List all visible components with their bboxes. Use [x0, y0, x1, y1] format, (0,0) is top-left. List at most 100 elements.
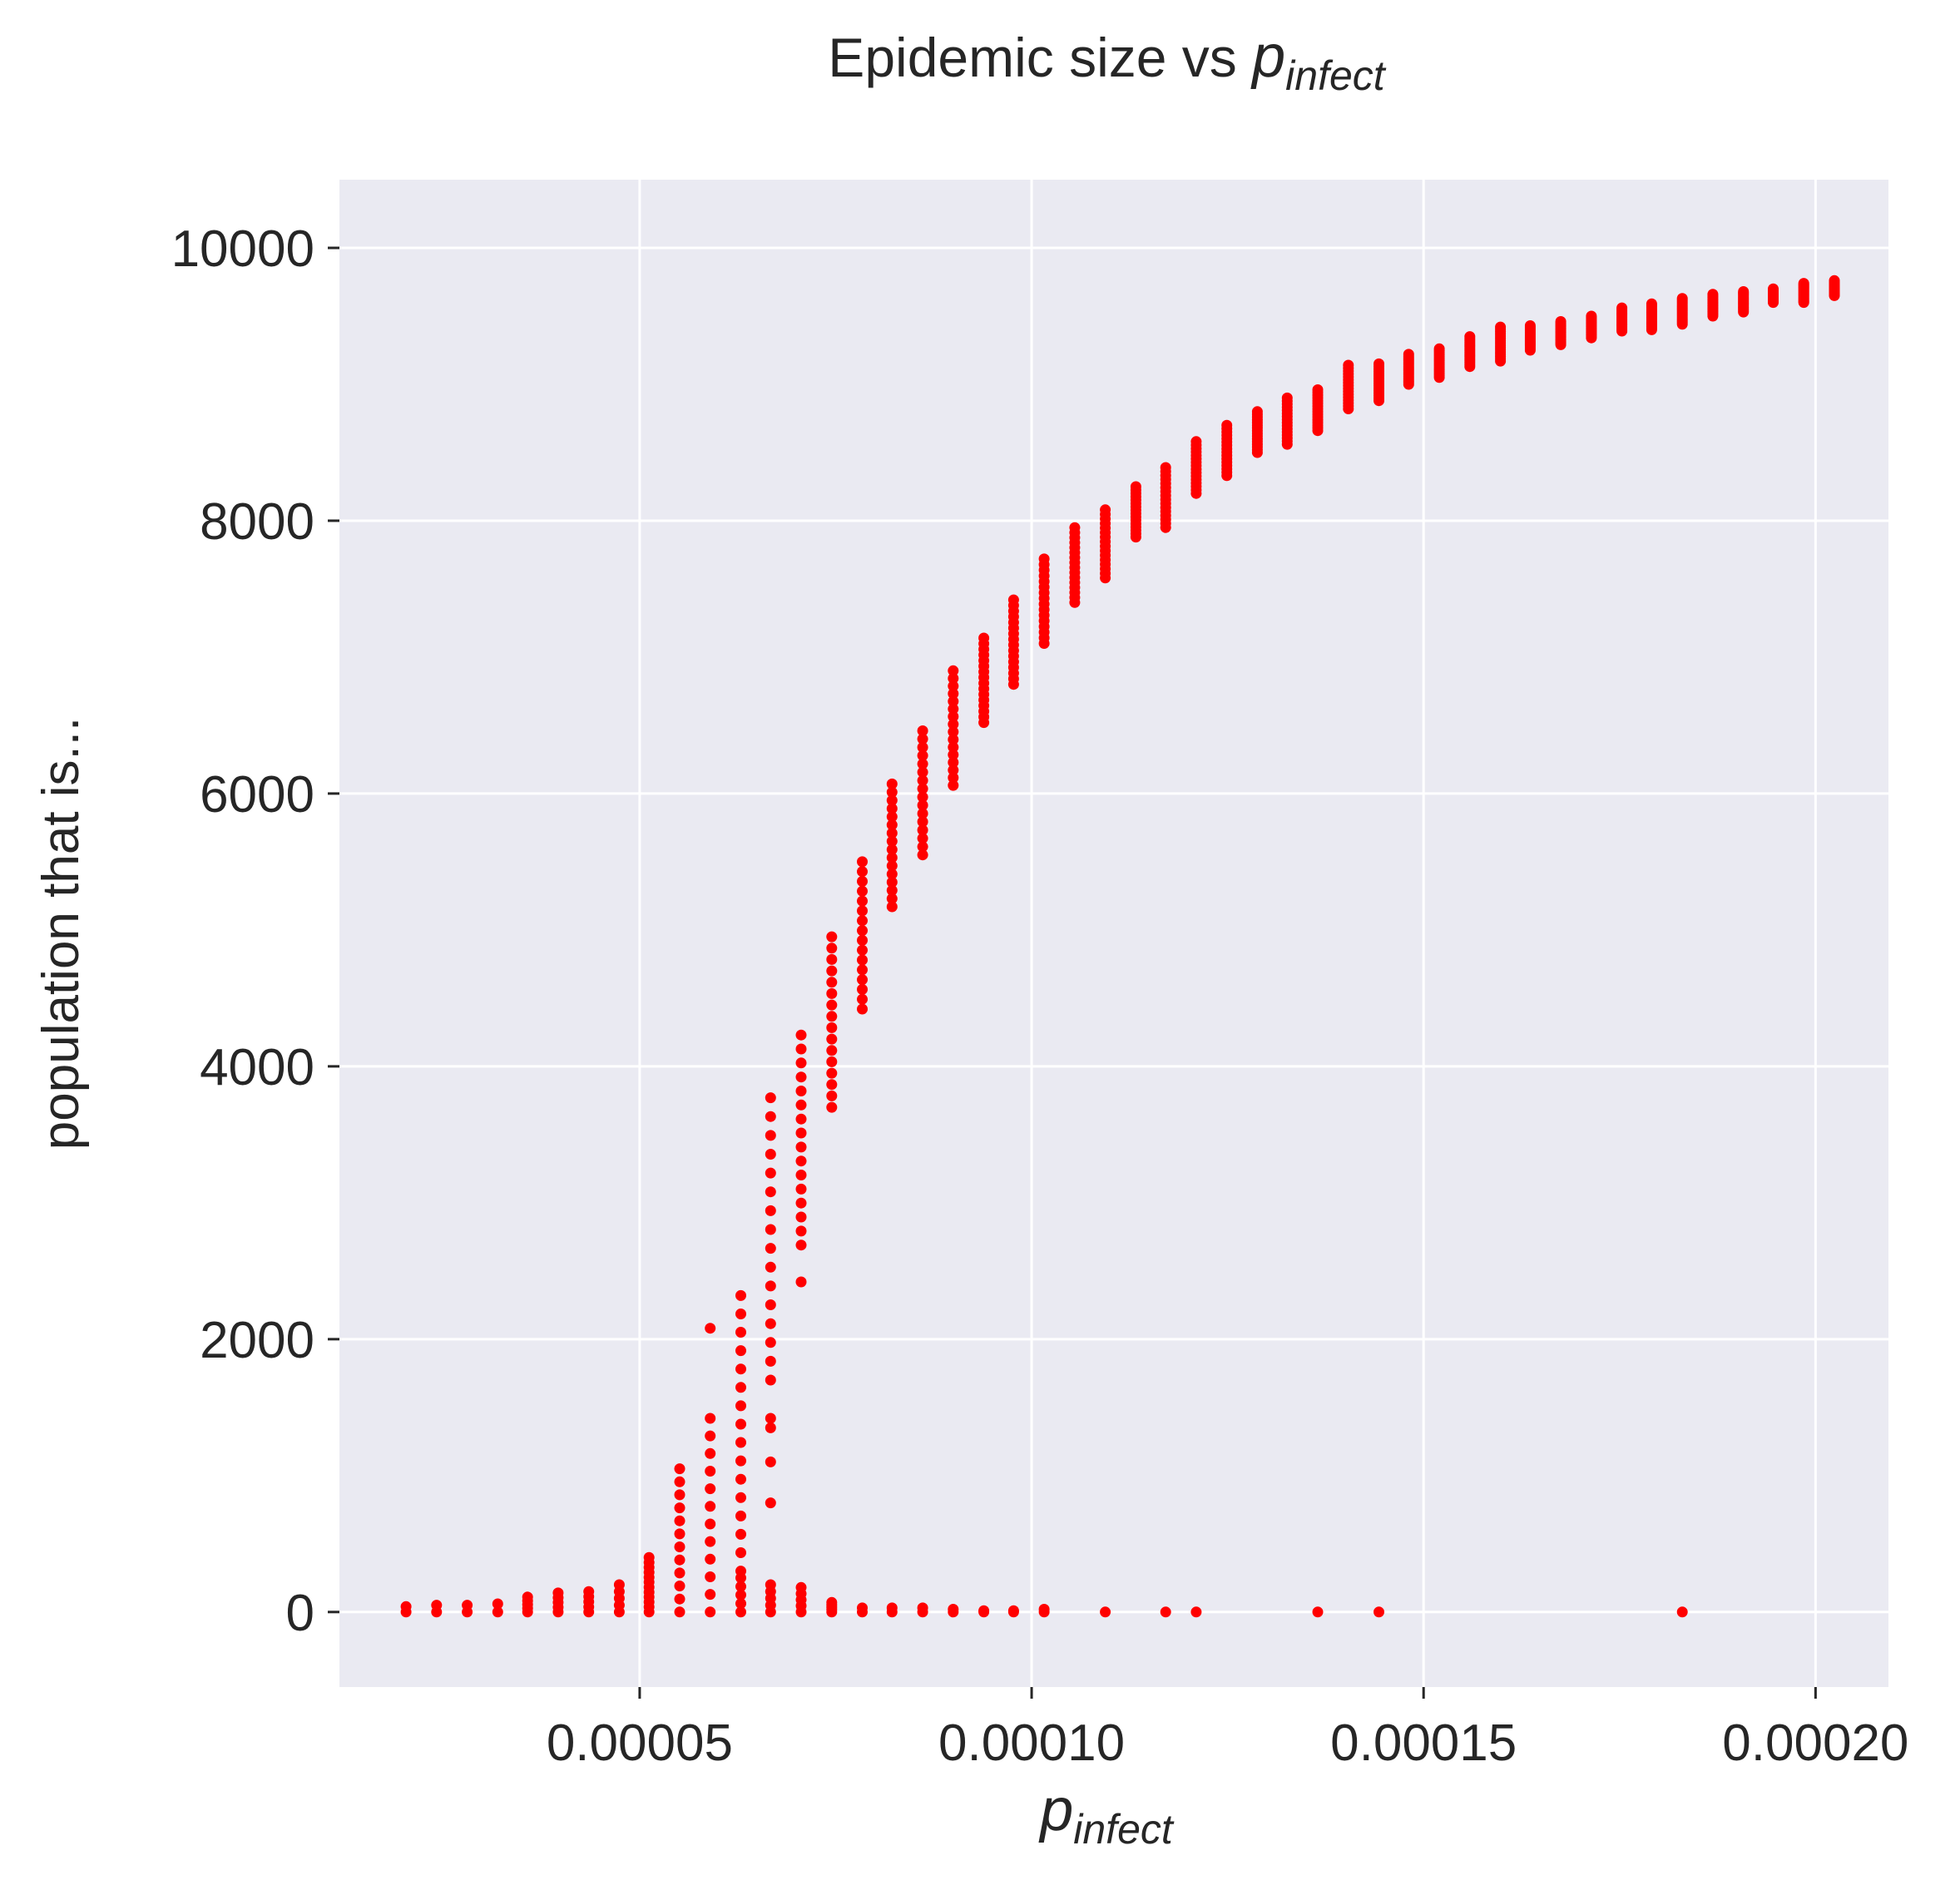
data-point — [886, 868, 898, 880]
data-points — [400, 275, 1840, 1618]
data-point — [948, 757, 959, 768]
data-point — [857, 895, 868, 907]
data-point — [917, 841, 928, 853]
data-point — [826, 965, 838, 977]
y-tick-label: 10000 — [171, 220, 314, 278]
data-point — [735, 1327, 746, 1338]
data-point — [765, 1374, 776, 1386]
y-axis-label: population that is... — [32, 717, 90, 1150]
data-point — [857, 905, 868, 917]
data-point — [735, 1492, 746, 1503]
data-point — [1343, 359, 1354, 371]
data-point — [492, 1598, 503, 1610]
data-point — [735, 1547, 746, 1558]
data-point — [886, 852, 898, 863]
data-point — [917, 833, 928, 844]
data-point — [1495, 321, 1507, 333]
data-point — [765, 1280, 776, 1292]
data-point — [1829, 275, 1840, 286]
data-point — [492, 1606, 503, 1618]
x-tick-label: 0.00010 — [938, 1714, 1125, 1772]
data-point — [886, 893, 898, 904]
data-point — [857, 964, 868, 976]
data-point — [886, 884, 898, 896]
data-point — [705, 1571, 716, 1582]
data-point — [705, 1589, 716, 1601]
data-point — [1373, 1606, 1384, 1618]
plot-background — [339, 180, 1888, 1687]
data-point — [705, 1518, 716, 1530]
data-point — [765, 1497, 776, 1509]
data-point — [1190, 436, 1202, 448]
data-point — [857, 925, 868, 937]
data-point — [826, 953, 838, 965]
data-point — [917, 750, 928, 761]
data-point — [674, 1541, 686, 1552]
data-point — [400, 1601, 412, 1612]
x-tick-label: 0.00005 — [547, 1714, 733, 1772]
chart-title: Epidemic size vs pinfect — [828, 23, 1386, 99]
data-point — [886, 901, 898, 913]
data-point — [917, 799, 928, 811]
data-point — [552, 1587, 564, 1599]
data-point — [735, 1589, 746, 1601]
data-point — [705, 1606, 716, 1618]
data-point — [948, 719, 959, 730]
data-point — [948, 741, 959, 753]
data-point — [795, 1211, 807, 1223]
data-point — [917, 725, 928, 736]
y-tick-label: 4000 — [200, 1039, 314, 1096]
data-point — [1646, 298, 1657, 309]
data-point — [735, 1606, 746, 1618]
data-point — [735, 1418, 746, 1430]
data-point — [1100, 1606, 1111, 1618]
data-point — [826, 1596, 838, 1608]
y-tick-label: 8000 — [200, 493, 314, 551]
data-point — [826, 1056, 838, 1067]
data-point — [1038, 553, 1050, 565]
axis-ticks: 0.00005 0.00010 0.00015 0.00020 0 2000 4000 600… — [171, 220, 1909, 1772]
data-point — [795, 1057, 807, 1069]
data-point — [886, 828, 898, 839]
data-point — [613, 1579, 625, 1591]
data-point — [857, 954, 868, 966]
data-point — [735, 1400, 746, 1412]
data-point — [886, 811, 898, 823]
grid — [339, 180, 1888, 1687]
data-point — [1616, 302, 1628, 314]
data-point — [765, 1456, 776, 1467]
data-point — [735, 1289, 746, 1301]
data-point — [1312, 384, 1324, 395]
data-point — [857, 1602, 868, 1614]
data-point — [705, 1323, 716, 1334]
data-point — [1007, 594, 1019, 606]
data-point — [1007, 1605, 1019, 1616]
data-point — [978, 1605, 990, 1616]
data-point — [948, 779, 959, 791]
data-point — [705, 1466, 716, 1477]
data-point — [857, 885, 868, 897]
data-point — [674, 1528, 686, 1540]
x-axis-label-base: p — [1038, 1777, 1073, 1843]
data-point — [705, 1430, 716, 1442]
data-point — [795, 1071, 807, 1083]
data-point — [765, 1224, 776, 1235]
data-point — [522, 1591, 533, 1603]
data-point — [857, 944, 868, 956]
data-point — [948, 749, 959, 760]
data-point — [948, 710, 959, 722]
data-point — [795, 1155, 807, 1167]
data-point — [886, 778, 898, 789]
data-point — [1221, 419, 1233, 431]
data-point — [674, 1502, 686, 1514]
x-tick-label: 0.00015 — [1330, 1714, 1517, 1772]
data-point — [765, 1130, 776, 1141]
data-point — [1524, 320, 1536, 331]
data-point — [948, 734, 959, 745]
data-point — [583, 1586, 595, 1597]
data-point — [917, 758, 928, 769]
data-point — [795, 1043, 807, 1055]
data-point — [857, 856, 868, 868]
data-point — [735, 1345, 746, 1357]
